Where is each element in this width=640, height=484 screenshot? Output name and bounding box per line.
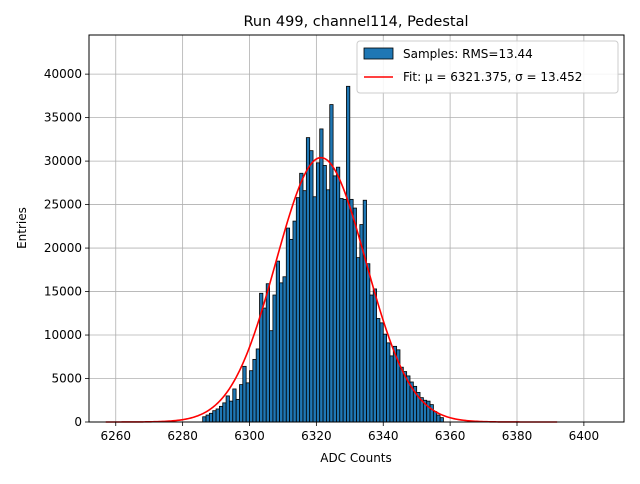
histogram-bar — [433, 411, 438, 423]
histogram-bar — [249, 370, 254, 423]
histogram-bar — [302, 190, 307, 423]
histogram-bar — [212, 410, 217, 423]
histogram-bar — [245, 382, 250, 423]
x-tick-label: 6300 — [234, 429, 265, 443]
histogram-bar — [329, 104, 334, 423]
histogram-bar — [382, 333, 387, 423]
histogram-bar — [292, 220, 297, 423]
histogram-bar — [239, 384, 244, 423]
histogram-bar — [436, 414, 441, 423]
histogram-bar — [322, 165, 327, 423]
x-tick-label: 6320 — [301, 429, 332, 443]
histogram-bar — [312, 196, 317, 423]
x-axis-label: ADC Counts — [320, 451, 392, 465]
histogram-bar — [366, 263, 371, 423]
histogram-bar — [269, 330, 274, 423]
legend-fit-label: Fit: μ = 6321.375, σ = 13.452 — [403, 70, 582, 84]
histogram-bar — [229, 400, 234, 423]
histogram-bar — [295, 197, 301, 423]
histogram-bar — [299, 172, 304, 423]
plot-frame — [88, 34, 625, 423]
histogram-bar — [279, 282, 284, 423]
histogram-bar — [342, 198, 347, 423]
histogram-bar — [235, 398, 240, 423]
y-tick-label: 35000 — [44, 111, 82, 125]
histogram-bar — [285, 227, 291, 423]
histogram-bar — [386, 342, 391, 423]
y-tick-label: 5000 — [51, 372, 82, 386]
y-tick-label: 0 — [74, 415, 82, 429]
histogram-bar — [219, 405, 224, 423]
histogram-bar — [336, 166, 341, 423]
y-tick-label: 20000 — [44, 241, 82, 255]
histogram-bars — [202, 85, 444, 423]
chart-title: Run 499, channel114, Pedestal — [243, 14, 468, 30]
y-tick-label: 10000 — [44, 328, 82, 342]
histogram-bar — [275, 260, 280, 423]
y-axis-ticks: 0 5000 10000 15000 20000 25000 30000 35000 40000 — [44, 67, 89, 429]
histogram-bar — [349, 198, 354, 423]
histogram-bar — [202, 416, 207, 423]
histogram-bar — [315, 162, 321, 423]
histogram-bar — [222, 402, 227, 423]
histogram-bar — [289, 238, 294, 423]
histogram-bar — [359, 224, 364, 423]
x-tick-label: 6360 — [435, 429, 466, 443]
histogram-bar — [242, 365, 247, 423]
histogram-bar — [346, 85, 351, 423]
histogram-bar — [262, 307, 267, 423]
histogram-bar — [282, 276, 287, 423]
x-tick-label: 6340 — [368, 429, 399, 443]
histogram-bar — [379, 322, 384, 423]
legend-box — [356, 40, 619, 94]
histogram-bar — [429, 404, 434, 423]
histogram-bar — [232, 388, 237, 423]
x-tick-label: 6400 — [569, 429, 600, 443]
histogram-bar — [426, 400, 431, 423]
histogram-bar — [326, 189, 331, 423]
histogram-bar — [309, 150, 314, 423]
y-axis-label: Entries — [15, 207, 29, 249]
histogram-bar — [399, 366, 404, 423]
x-axis-ticks: 6260 6280 6300 6320 6340 6360 6380 6400 — [100, 422, 599, 443]
histogram-bar — [372, 288, 377, 423]
y-tick-label: 25000 — [44, 198, 82, 212]
histogram-bar — [305, 137, 311, 423]
histogram-bar — [356, 257, 361, 423]
legend-histogram-swatch — [363, 47, 394, 60]
legend: Samples: RMS=13.44 Fit: μ = 6321.375, σ … — [356, 40, 619, 94]
histogram-bar — [208, 412, 214, 423]
histogram-bar — [376, 318, 381, 423]
histogram-bar — [252, 358, 257, 423]
legend-histogram-label: Samples: RMS=13.44 — [403, 47, 533, 61]
histogram-bar — [272, 294, 277, 423]
histogram-bar — [439, 417, 444, 423]
y-tick-label: 40000 — [44, 67, 82, 81]
histogram-bar — [389, 355, 394, 423]
histogram-bar — [205, 414, 210, 423]
y-tick-label: 30000 — [44, 154, 82, 168]
histogram-bar — [255, 348, 260, 423]
histogram-bar — [265, 283, 270, 423]
x-tick-label: 6380 — [502, 429, 533, 443]
y-tick-label: 15000 — [44, 285, 82, 299]
histogram-bar — [225, 395, 230, 423]
histogram-bar — [319, 128, 324, 423]
histogram-bar — [352, 207, 357, 423]
x-tick-label: 6260 — [100, 429, 131, 443]
histogram-bar — [369, 294, 374, 423]
x-tick-label: 6280 — [167, 429, 198, 443]
histogram-bar — [362, 199, 367, 423]
histogram-bar — [215, 408, 220, 423]
histogram-bar — [332, 175, 337, 423]
histogram-bar — [339, 198, 344, 423]
